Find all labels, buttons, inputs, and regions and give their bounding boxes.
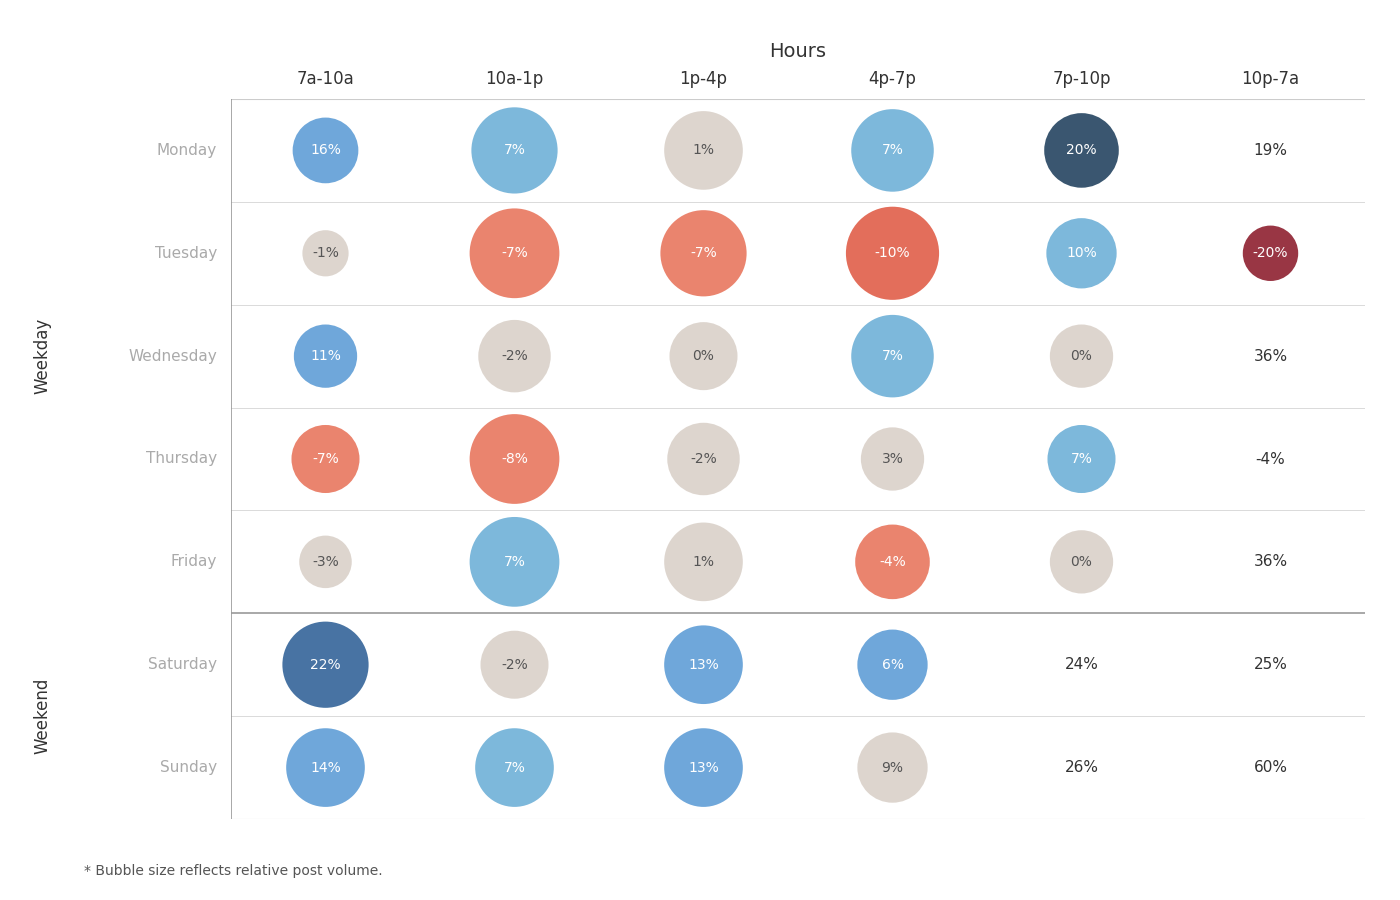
Point	[882, 349, 904, 364]
Text: 14%: 14%	[311, 760, 340, 775]
Text: -4%: -4%	[1256, 452, 1285, 466]
Point	[692, 554, 714, 569]
Text: 13%: 13%	[689, 658, 718, 671]
Point	[882, 760, 904, 775]
Text: 0%: 0%	[693, 349, 714, 363]
Point	[692, 246, 714, 260]
Point	[882, 452, 904, 466]
Text: Saturday: Saturday	[148, 657, 217, 672]
Text: Tuesday: Tuesday	[155, 246, 217, 261]
Point	[1070, 349, 1092, 364]
Text: Wednesday: Wednesday	[129, 348, 217, 364]
Text: 1%: 1%	[693, 555, 714, 569]
Text: -7%: -7%	[312, 452, 339, 466]
Text: 7%: 7%	[504, 760, 525, 775]
Point	[314, 658, 337, 672]
Point	[1070, 246, 1092, 260]
Point	[692, 143, 714, 157]
Text: 1%: 1%	[693, 143, 714, 157]
Point	[882, 554, 904, 569]
Text: Sunday: Sunday	[160, 760, 217, 775]
Text: 0%: 0%	[1071, 349, 1092, 363]
Point	[1070, 554, 1092, 569]
Point	[504, 554, 526, 569]
Text: -1%: -1%	[312, 247, 339, 260]
Point	[504, 658, 526, 672]
Point	[692, 658, 714, 672]
Text: 7%: 7%	[1071, 452, 1092, 466]
Text: Monday: Monday	[157, 143, 217, 157]
Text: Friday: Friday	[171, 554, 217, 570]
Text: 60%: 60%	[1253, 760, 1288, 775]
Text: 9%: 9%	[882, 760, 903, 775]
Text: 7%: 7%	[504, 143, 525, 157]
Point	[504, 760, 526, 775]
Text: 6%: 6%	[882, 658, 903, 671]
Point	[882, 658, 904, 672]
Point	[692, 452, 714, 466]
Text: -3%: -3%	[312, 555, 339, 569]
Text: 13%: 13%	[689, 760, 718, 775]
Text: 7%: 7%	[882, 143, 903, 157]
Text: -7%: -7%	[690, 247, 717, 260]
Text: 7%: 7%	[504, 555, 525, 569]
Text: 3%: 3%	[882, 452, 903, 466]
Point	[314, 349, 337, 364]
Text: 11%: 11%	[309, 349, 342, 363]
Text: 7%: 7%	[882, 349, 903, 363]
Title: Hours: Hours	[770, 42, 826, 61]
Text: -20%: -20%	[1253, 247, 1288, 260]
Text: 0%: 0%	[1071, 555, 1092, 569]
Point	[692, 760, 714, 775]
Text: Weekend: Weekend	[34, 678, 50, 754]
Point	[504, 349, 526, 364]
Text: 22%: 22%	[311, 658, 340, 671]
Text: -2%: -2%	[501, 658, 528, 671]
Text: 26%: 26%	[1064, 760, 1099, 775]
Text: Thursday: Thursday	[146, 452, 217, 466]
Point	[692, 349, 714, 364]
Point	[314, 760, 337, 775]
Point	[314, 143, 337, 157]
Text: 25%: 25%	[1253, 657, 1288, 672]
Text: 20%: 20%	[1067, 143, 1096, 157]
Point	[1260, 246, 1282, 260]
Point	[504, 452, 526, 466]
Text: 36%: 36%	[1253, 348, 1288, 364]
Point	[314, 452, 337, 466]
Point	[882, 143, 904, 157]
Point	[882, 246, 904, 260]
Point	[314, 246, 337, 260]
Text: Weekday: Weekday	[34, 318, 50, 394]
Text: -8%: -8%	[501, 452, 528, 466]
Point	[314, 554, 337, 569]
Text: 36%: 36%	[1253, 554, 1288, 570]
Text: -4%: -4%	[879, 555, 906, 569]
Text: 16%: 16%	[309, 143, 342, 157]
Point	[504, 246, 526, 260]
Point	[504, 143, 526, 157]
Text: -2%: -2%	[690, 452, 717, 466]
Text: -10%: -10%	[875, 247, 910, 260]
Text: 19%: 19%	[1253, 143, 1288, 157]
Text: -7%: -7%	[501, 247, 528, 260]
Text: -2%: -2%	[501, 349, 528, 363]
Point	[1070, 452, 1092, 466]
Point	[1070, 143, 1092, 157]
Text: 10%: 10%	[1067, 247, 1096, 260]
Text: * Bubble size reflects relative post volume.: * Bubble size reflects relative post vol…	[84, 863, 382, 878]
Text: 24%: 24%	[1064, 657, 1099, 672]
